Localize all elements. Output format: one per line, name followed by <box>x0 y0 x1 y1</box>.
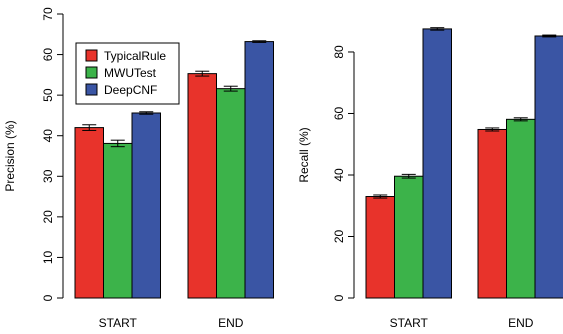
bar-deepcnf <box>244 41 274 299</box>
category-label: END <box>218 316 244 330</box>
category-label: END <box>508 316 534 330</box>
y-tick-label: 70 <box>41 7 55 21</box>
recall-panel: 0 20 40 60 80 Recall (%) START END <box>297 27 563 330</box>
legend-label-mwutest: MWUTest <box>104 66 157 80</box>
y-tick-label: 0 <box>332 294 346 301</box>
bar-mwutest <box>216 88 246 299</box>
bar-deepcnf <box>422 28 452 299</box>
y-axis-label: Precision (%) <box>3 120 17 191</box>
legend-swatch-mwutest <box>85 66 98 79</box>
legend-label-typicalrule: TypicalRule <box>104 49 166 63</box>
y-tick-label: 0 <box>41 294 55 301</box>
bar-typicalrule <box>365 196 395 299</box>
legend-label-deepcnf: DeepCNF <box>104 83 157 97</box>
bar-typicalrule <box>187 73 217 299</box>
precision-panel: 0 10 20 30 40 50 60 70 Precision (%) START END Typi… <box>3 7 274 330</box>
bar-mwutest <box>394 175 424 299</box>
y-tick-label: 40 <box>41 129 55 143</box>
bar-typicalrule <box>477 128 507 299</box>
legend-swatch-typicalrule <box>85 49 98 62</box>
bar-deepcnf <box>534 35 563 299</box>
y-tick-label: 60 <box>332 106 346 120</box>
y-tick-label: 60 <box>41 48 55 62</box>
y-tick-label: 50 <box>41 88 55 102</box>
y-tick-label: 20 <box>41 210 55 224</box>
y-tick-label: 40 <box>332 168 346 182</box>
bar-deepcnf <box>131 112 161 299</box>
y-tick-label: 80 <box>332 45 346 59</box>
bar-typicalrule <box>74 127 104 299</box>
category-label: START <box>390 316 429 330</box>
bar-mwutest <box>506 118 536 299</box>
y-tick-label: 30 <box>41 169 55 183</box>
y-tick-label: 20 <box>332 230 346 244</box>
y-axis-label: Recall (%) <box>297 127 311 182</box>
bar-mwutest <box>103 142 133 299</box>
legend: TypicalRule MWUTest DeepCNF <box>75 42 180 105</box>
legend-swatch-deepcnf <box>85 83 98 96</box>
y-tick-label: 10 <box>41 250 55 264</box>
category-label: START <box>99 316 138 330</box>
